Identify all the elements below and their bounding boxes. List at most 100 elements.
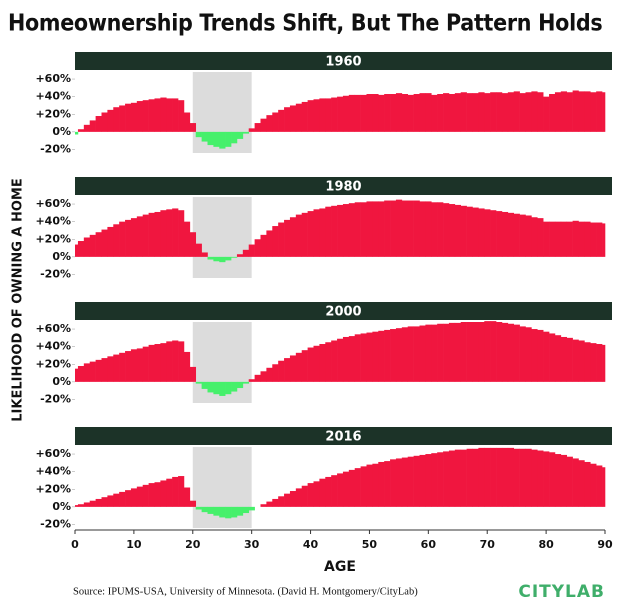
bar: [95, 232, 102, 257]
bar: [278, 496, 285, 507]
bar: [119, 491, 126, 507]
bar: [448, 450, 456, 507]
bar: [419, 93, 426, 132]
bar: [519, 326, 526, 382]
bar: [130, 488, 138, 507]
bar: [413, 326, 420, 382]
bar: [484, 321, 491, 382]
bar: [284, 107, 291, 132]
bar: [207, 131, 214, 146]
bar: [260, 234, 267, 257]
bar: [413, 455, 420, 507]
y-tick-label: 0%: [52, 375, 71, 388]
bar: [219, 506, 226, 518]
bar: [454, 449, 462, 507]
bar: [172, 208, 179, 257]
y-tick-label: +20%: [35, 232, 71, 245]
x-tick-label: 90: [597, 538, 613, 551]
bar: [101, 229, 108, 257]
bar: [366, 464, 373, 507]
y-axis-label: LIKELIHOOD OF OWNING A HOME: [11, 178, 26, 421]
bar: [301, 101, 308, 132]
bar: [284, 358, 291, 382]
bar: [549, 221, 556, 257]
bar: [537, 329, 544, 382]
bar: [472, 93, 479, 132]
bar: [360, 94, 367, 132]
bar: [307, 347, 314, 382]
bar: [284, 493, 291, 507]
bar: [101, 358, 108, 382]
bar: [219, 381, 226, 396]
bar: [130, 102, 138, 132]
bar: [83, 502, 91, 507]
bar: [225, 381, 232, 395]
y-tick-label: +40%: [35, 90, 71, 103]
bar: [390, 200, 397, 257]
bar: [319, 344, 326, 382]
bar: [107, 356, 114, 382]
bar: [348, 336, 356, 382]
bar: [554, 92, 562, 132]
bar: [578, 221, 585, 257]
bar: [207, 256, 214, 260]
bar: [554, 454, 562, 507]
bar: [431, 94, 438, 132]
bar: [77, 504, 85, 507]
bar: [236, 381, 244, 389]
bar: [519, 93, 526, 132]
bar: [154, 482, 161, 507]
bar: [401, 327, 409, 382]
bar: [201, 506, 208, 513]
panel-title: 1960: [325, 55, 361, 70]
bar: [560, 336, 568, 382]
bar: [313, 345, 320, 382]
bar: [219, 256, 226, 263]
bar: [372, 331, 379, 382]
bar: [466, 206, 473, 257]
bar: [307, 211, 314, 257]
bar: [348, 469, 356, 507]
bar: [75, 131, 79, 135]
bar: [596, 344, 603, 382]
brand-logo: CITYLAB: [518, 582, 605, 602]
y-tick-label: 0%: [52, 500, 71, 513]
bar: [213, 506, 220, 516]
y-tick-label: +60%: [35, 322, 71, 335]
bar: [484, 447, 491, 507]
bar: [560, 221, 568, 257]
bar: [407, 326, 414, 382]
bar: [407, 94, 414, 132]
bar: [260, 118, 267, 132]
bar: [278, 109, 285, 132]
bar: [107, 109, 114, 132]
bar: [172, 340, 179, 382]
bar: [183, 221, 191, 257]
bar: [166, 98, 173, 132]
bar: [490, 321, 497, 382]
x-tick-label: 10: [126, 538, 142, 551]
bar: [525, 448, 532, 507]
bar: [407, 456, 414, 507]
bar: [248, 506, 255, 511]
bar: [325, 206, 332, 257]
bar: [525, 215, 532, 257]
bar: [178, 476, 185, 507]
bar: [236, 131, 244, 139]
bar: [272, 498, 279, 507]
bar: [584, 91, 591, 132]
bar: [301, 350, 308, 382]
bar: [248, 128, 255, 132]
bar: [472, 448, 479, 507]
panel-title: 1980: [325, 180, 361, 195]
bar: [160, 97, 167, 132]
bar: [384, 94, 391, 132]
bar: [289, 217, 297, 257]
bar: [513, 448, 520, 507]
bar: [537, 92, 544, 132]
bar: [242, 381, 250, 384]
bar: [525, 327, 532, 382]
bar: [478, 447, 485, 507]
bar: [407, 200, 414, 257]
x-tick-label: 60: [421, 538, 437, 551]
